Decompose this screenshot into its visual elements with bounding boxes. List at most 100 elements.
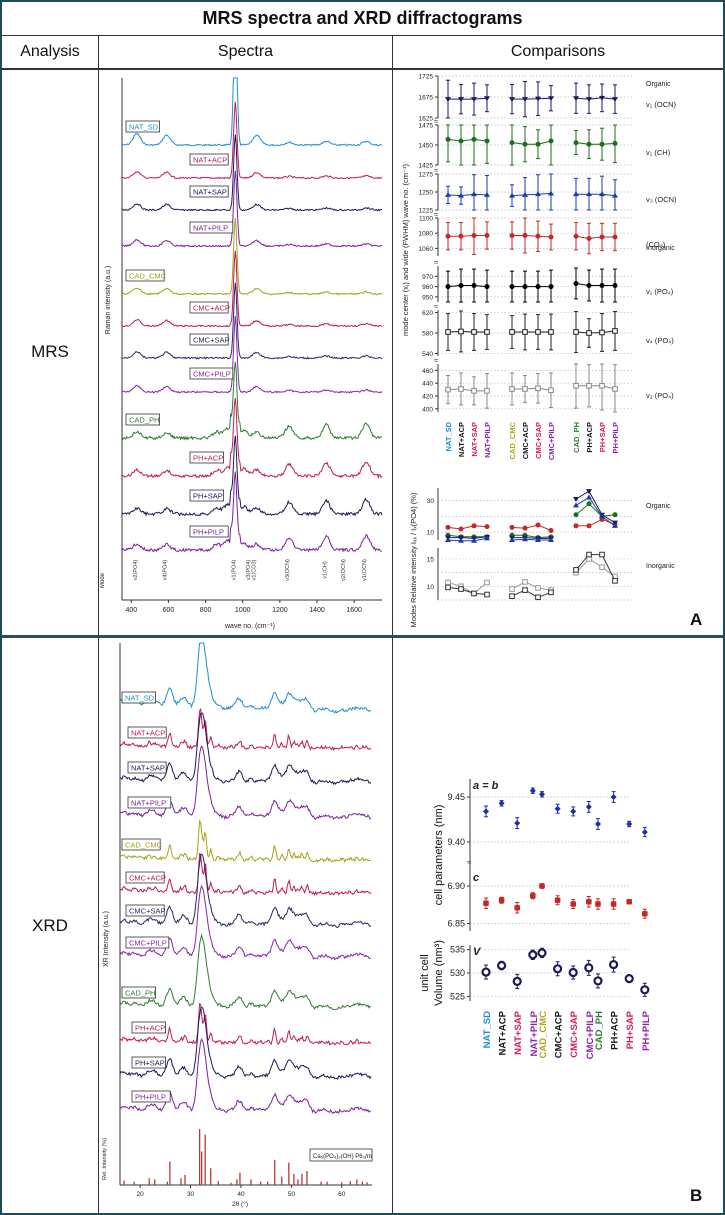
data-point [535,191,541,197]
data-point [586,141,592,147]
diffractogram-label-box [125,871,165,884]
category-label: NAT+ACP [498,1010,509,1055]
data-point [458,192,464,198]
reference-label: Ca₅(PO₄)₃(OH) P6₃/m [313,1154,372,1160]
column-header-comparisons: Comparisons [393,36,723,70]
data-point [471,97,477,103]
data-point [445,584,451,591]
data-point [458,328,464,335]
data-point [624,974,634,984]
axis-break-icon: ≈ [434,166,439,175]
data-point [445,136,451,142]
xrd-spectra-chart: XR Intensity (a.u.) 2θ (°) 20 30 40 50 60 NAT_S… [102,642,373,1208]
data-point [484,96,490,102]
series-line [575,558,616,577]
x-tick-label: 1000 [235,607,251,614]
series-line [511,524,552,531]
panel-name: v₁ (PO₄) [646,287,674,296]
data-point [573,567,579,573]
y-tick-label: 10 [427,530,435,537]
diffractogram-label-box [121,691,156,704]
data-point [586,501,592,507]
x-tick-label: 40 [237,1191,245,1198]
diffractogram-label-box [127,761,167,774]
panel-name: v₁ (CH) [646,148,671,157]
data-point [445,97,451,103]
series-line [575,554,616,582]
data-point [471,136,477,142]
diffractogram-line-cad-ph [119,933,372,1011]
data-point [641,829,648,836]
data-point [640,985,650,995]
data-point [548,537,554,542]
spectrum-label-box [189,221,234,234]
diffractogram-line-nat-pilp [119,745,372,820]
spectrum-line-nat-sap [121,134,383,212]
data-point [599,564,605,570]
panel-name: Inorganic [646,563,675,570]
data-point [484,579,490,586]
diffractogram-line-ph-sap [119,1006,372,1081]
data-point [471,388,477,394]
spectrum-label: NAT+ACP [193,156,227,165]
y-tick-label: 6.85 [447,919,465,929]
series-line [447,537,488,542]
data-point [539,791,545,798]
y-tick-label: 420 [422,394,433,401]
column-header-analysis: Analysis [2,36,98,70]
spectrum-label-box [189,451,224,464]
mode-marker-label: v2(OCN) [341,559,347,581]
data-point [570,808,577,815]
data-point [573,512,579,518]
y-tick-label: 440 [422,381,433,388]
data-point [535,537,541,542]
panel-name: c [473,872,479,884]
spectrum-label-box [189,185,229,198]
data-point [586,330,592,336]
data-point [445,524,451,530]
axis-break-icon: ≈ [434,117,439,126]
data-point [626,898,632,905]
y-tick-label: 530 [450,968,465,978]
data-point [514,904,520,911]
x-tick-label: 600 [163,607,175,614]
y-tick-label: 30 [427,498,435,505]
spectrum-line-ph-pilp [121,471,382,553]
xrd-comparisons-chart: cell parameters (nm) unit cell Volume (nm³… [419,779,652,1059]
data-point [612,578,618,584]
diffractogram-line-nat-sap [119,712,372,786]
data-point [573,382,579,389]
diffractogram-label: NAT+SAP [131,764,165,773]
category-label: CMC+PILP [585,1010,596,1059]
data-point [568,967,578,978]
spectrum-label-box [189,489,224,502]
y-tick-label: 535 [450,945,465,955]
data-point [548,138,554,144]
data-point [535,522,541,528]
panel-name: v₁ (OCN) [646,100,677,109]
data-point [612,234,618,240]
category-label: NAT_SD [444,421,453,451]
y-tick-label: 1625 [419,116,434,123]
data-point [599,382,605,389]
y-tick-label: 1450 [419,143,434,150]
data-point [458,537,464,543]
panel-name: V [473,946,482,958]
y-tick-label: 1250 [419,190,434,197]
data-point [458,97,464,103]
data-point [535,329,541,335]
y-tick-label: 1675 [419,95,434,102]
y-tick-label: 1475 [419,123,434,130]
mode-marker-label: v1(OCN) [362,559,368,581]
series-line [448,235,487,237]
axis-break-icon: ≈ [434,210,439,219]
series-line [575,490,616,524]
axis-break-icon: ≈ [467,858,472,867]
data-point [535,141,541,147]
mrs-comparisons-chart: mode center (xⱼ) and wide (FWHM) wave no… [401,74,677,628]
spectrum-line-cad-ph [121,361,383,441]
spectrum-line-nat-pilp [121,170,383,248]
x-tick-label: 20 [137,1191,145,1198]
series-line [512,235,552,238]
mode-label: Mode [100,572,106,588]
